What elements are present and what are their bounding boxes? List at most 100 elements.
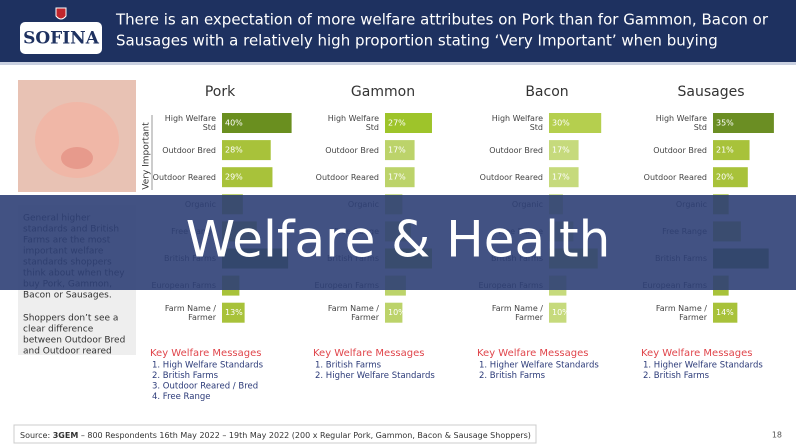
- bar: [713, 167, 748, 188]
- category-text: Outdoor Bred: [325, 145, 379, 155]
- key-item: 1. Higher Welfare Standards: [479, 361, 599, 371]
- value-label: 17%: [552, 173, 570, 182]
- sidebar-text: and Outdoor reared: [23, 347, 112, 357]
- header-title: There is an expectation of more welfare …: [115, 11, 769, 29]
- sidebar-text: between Outdoor Bred: [23, 336, 125, 346]
- category-label: Outdoor Bred: [162, 145, 216, 155]
- category-label: Outdoor Reared: [479, 172, 543, 182]
- key-item: 2. Higher Welfare Standards: [315, 371, 435, 381]
- page-number: 18: [772, 431, 782, 440]
- pig-snout: [61, 147, 93, 169]
- category-text: Farm Name / Farmer: [491, 303, 543, 322]
- value-label: 10%: [552, 308, 570, 317]
- bar: [713, 302, 738, 323]
- bar: [385, 140, 415, 161]
- header-title: Sausages with a relatively high proporti…: [116, 32, 718, 50]
- category-label: Farm Name / Farmer: [327, 303, 379, 322]
- sidebar-text: Bacon or Sausages.: [23, 291, 112, 301]
- category-text: Farm Name / Farmer: [655, 303, 707, 322]
- key-item: 1. British Farms: [315, 361, 382, 371]
- bar: [222, 167, 273, 188]
- value-label: 17%: [388, 146, 406, 155]
- bar: [385, 302, 403, 323]
- bar: [222, 140, 271, 161]
- banner: [0, 195, 796, 290]
- category-label: High Welfare Std: [164, 114, 216, 132]
- key-item: 2. British Farms: [152, 371, 219, 381]
- value-label: 20%: [716, 173, 734, 182]
- bar: [549, 113, 602, 133]
- bar: [222, 113, 292, 133]
- sidebar-text: Shoppers don’t see a: [23, 314, 118, 324]
- category-label: Outdoor Reared: [315, 172, 379, 182]
- category-label: High Welfare Std: [655, 114, 707, 132]
- header-bar: [0, 0, 796, 62]
- key-title: Key Welfare Messages: [477, 348, 588, 359]
- category-label: Outdoor Bred: [489, 145, 543, 155]
- category-text: Outdoor Reared: [315, 172, 379, 182]
- bar: [549, 140, 579, 161]
- value-label: 27%: [388, 119, 406, 128]
- logo: SOFINA: [23, 29, 100, 49]
- category-label: Outdoor Bred: [325, 145, 379, 155]
- category-label: High Welfare Std: [327, 114, 379, 132]
- category-text: High Welfare Std: [164, 114, 216, 132]
- category-label: Farm Name / Farmer: [491, 303, 543, 322]
- bar: [385, 167, 415, 188]
- source-box: [13, 424, 537, 444]
- category-text: High Welfare Std: [655, 114, 707, 132]
- value-label: 14%: [716, 308, 734, 317]
- value-label: 10%: [388, 308, 406, 317]
- pig-head: [35, 102, 119, 178]
- category-label: Farm Name / Farmer: [164, 303, 216, 322]
- key-title: Key Welfare Messages: [313, 348, 424, 359]
- value-label: 29%: [225, 173, 243, 182]
- category-text: Outdoor Bred: [489, 145, 543, 155]
- category-label: High Welfare Std: [491, 114, 543, 132]
- category-text: High Welfare Std: [327, 114, 379, 132]
- key-item: 4. Free Range: [152, 392, 211, 402]
- panel-title: Bacon: [525, 84, 568, 100]
- bar: [549, 302, 567, 323]
- category-text: Farm Name / Farmer: [164, 303, 216, 322]
- panel-title: Gammon: [351, 84, 415, 100]
- bar: [549, 167, 579, 188]
- key-title: Key Welfare Messages: [641, 348, 752, 359]
- annotation: Very Important: [142, 122, 152, 190]
- category-text: Outdoor Bred: [162, 145, 216, 155]
- value-label: 21%: [716, 146, 734, 155]
- key-item: 2. British Farms: [479, 371, 546, 381]
- category-text: High Welfare Std: [491, 114, 543, 132]
- banner-text: Welfare & Health: [186, 211, 611, 269]
- logo-shield: [55, 7, 67, 20]
- bar: [385, 113, 432, 133]
- sidebar-text: clear difference: [23, 325, 94, 335]
- panel-title: Sausages: [677, 84, 744, 100]
- key-item: 2. British Farms: [643, 371, 710, 381]
- value-label: 13%: [225, 308, 243, 317]
- category-text: Outdoor Bred: [653, 145, 707, 155]
- value-label: 17%: [552, 146, 570, 155]
- bar: [222, 302, 245, 323]
- value-label: 40%: [225, 119, 243, 128]
- panel-title: Pork: [205, 84, 236, 100]
- source: Source: 3GEM – 800 Respondents 16th May …: [20, 431, 531, 440]
- value-label: 17%: [388, 173, 406, 182]
- category-label: Outdoor Reared: [152, 172, 216, 182]
- value-label: 28%: [225, 146, 243, 155]
- key-item: 1. Higher Welfare Standards: [643, 361, 763, 371]
- bar: [713, 113, 774, 133]
- logo-box: [20, 22, 102, 54]
- category-label: Outdoor Reared: [644, 173, 707, 182]
- key-item: 1. High Welfare Standards: [152, 361, 264, 371]
- header-rule: [0, 62, 796, 65]
- category-text: Outdoor Reared: [479, 172, 543, 182]
- category-text: Outdoor Reared: [152, 172, 216, 182]
- category-text: Farm Name / Farmer: [327, 303, 379, 322]
- category-label: Outdoor Bred: [653, 145, 707, 155]
- bar: [713, 140, 750, 161]
- value-label: 35%: [716, 119, 734, 128]
- value-label: 30%: [552, 119, 570, 128]
